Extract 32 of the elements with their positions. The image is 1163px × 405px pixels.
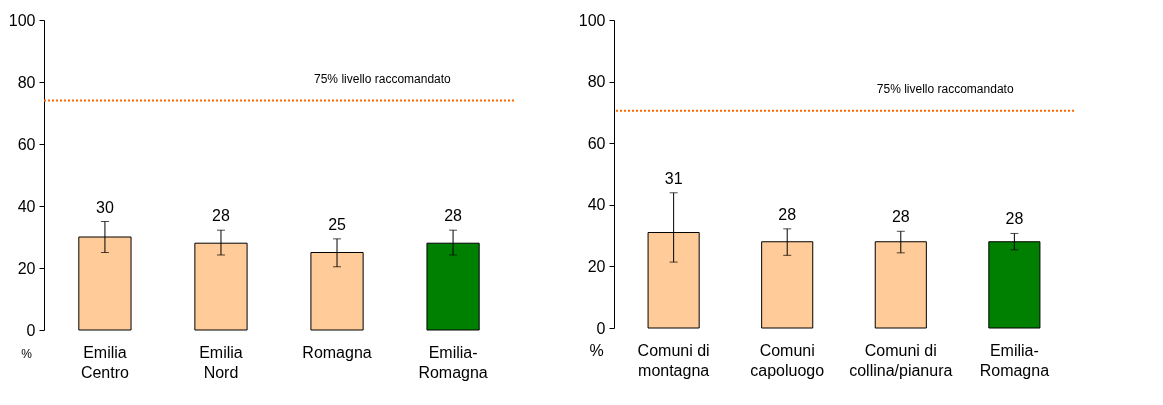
x-tick-label: Comuni capoluogo — [750, 341, 825, 379]
y-tick-label: 60 — [587, 134, 606, 152]
data-label: 25 — [328, 215, 347, 233]
y-axis-title: % — [589, 341, 604, 359]
x-tick-label: Emilia Centro — [80, 343, 130, 381]
y-tick-label: 0 — [596, 319, 606, 337]
ref-line-label: 75% livello raccomandato — [314, 71, 452, 86]
y-tick-label: 0 — [26, 321, 36, 339]
y-tick-label: 80 — [17, 73, 36, 91]
data-label: 28 — [212, 207, 230, 225]
y-tick-label: 80 — [587, 73, 606, 91]
y-tick-label: 20 — [587, 257, 606, 275]
data-label: 28 — [891, 208, 910, 226]
y-tick-label: 100 — [8, 11, 36, 29]
x-tick-label: Romagna — [302, 343, 372, 361]
data-label: 28 — [444, 207, 463, 225]
y-tick-label: 40 — [17, 197, 36, 215]
y-tick-label: 40 — [587, 196, 606, 214]
x-tick-label: Emilia Nord — [199, 343, 243, 381]
x-tick-label: Comuni di montagna — [637, 341, 710, 379]
ref-line-label: 75% livello raccomandato — [876, 81, 1014, 96]
y-tick-label: 100 — [578, 11, 606, 29]
x-tick-label: Comuni di collina/pianura — [849, 341, 953, 379]
x-tick-label: Emilia-Romagna — [979, 341, 1050, 379]
data-label: 31 — [664, 169, 683, 187]
data-label: 30 — [96, 198, 114, 216]
y-tick-label: 20 — [17, 259, 36, 277]
x-tick-label: Emilia-Romagna — [418, 343, 488, 381]
data-label: 28 — [1005, 210, 1024, 228]
data-label: 28 — [778, 205, 797, 223]
y-tick-label: 60 — [17, 135, 36, 153]
y-axis-title: % — [21, 346, 33, 361]
